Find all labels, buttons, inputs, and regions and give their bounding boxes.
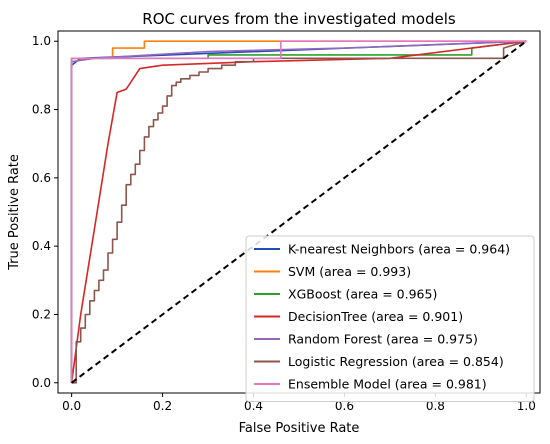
chance-diagonal-line [70, 40, 528, 384]
y-tick-label: 0.6 [32, 171, 51, 185]
x-tick-label: 0.8 [426, 399, 445, 413]
y-tick-label: 1.0 [32, 34, 51, 48]
y-tick-label: 0.2 [32, 307, 51, 321]
roc-curve-6 [70, 40, 527, 383]
roc-curve-5 [71, 40, 527, 384]
x-tick-label: 0.2 [153, 399, 172, 413]
y-tick-label: 0.0 [32, 376, 51, 390]
series-layer [70, 40, 528, 384]
x-tick-label: 0.0 [62, 399, 81, 413]
roc-curve-3 [70, 40, 527, 383]
legend-label: Logistic Regression (area = 0.854) [288, 354, 504, 369]
legend-label: Random Forest (area = 0.975) [288, 332, 478, 347]
x-tick-label: 0.4 [244, 399, 263, 413]
y-axis-ticks: 0.0 0.2 0.4 0.6 0.8 1.0 [32, 34, 58, 390]
x-tick-label: 0.6 [335, 399, 354, 413]
y-tick-label: 0.8 [32, 103, 51, 117]
y-tick-label: 0.4 [32, 239, 51, 253]
x-axis-label: False Positive Rate [239, 421, 360, 436]
legend-label: Ensemble Model (area = 0.981) [288, 377, 487, 392]
legend-label: SVM (area = 0.993) [288, 264, 411, 279]
x-tick-label: 1.0 [517, 399, 536, 413]
legend-box [245, 235, 535, 402]
legend-label: XGBoost (area = 0.965) [288, 287, 437, 302]
y-axis-label: True Positive Rate [7, 154, 22, 271]
legend-label: K-nearest Neighbors (area = 0.964) [288, 242, 510, 257]
legend-label: DecisionTree (area = 0.901) [288, 309, 463, 324]
legend: K-nearest Neighbors (area = 0.964) SVM (a… [245, 235, 535, 402]
chart-title: ROC curves from the investigated models [142, 10, 456, 28]
